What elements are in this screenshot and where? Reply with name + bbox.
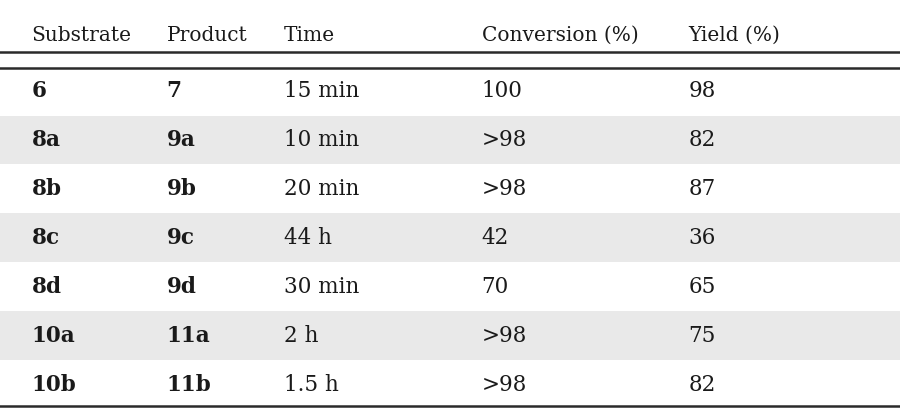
Text: 100: 100 xyxy=(482,80,522,102)
Text: 82: 82 xyxy=(688,129,716,151)
Text: 9a: 9a xyxy=(166,129,195,151)
Text: 10 min: 10 min xyxy=(284,129,359,151)
Text: 11b: 11b xyxy=(166,374,212,395)
Text: 9d: 9d xyxy=(166,276,196,298)
Bar xyxy=(0,311,900,360)
Text: 7: 7 xyxy=(166,80,182,102)
Bar xyxy=(0,213,900,263)
Text: 1.5 h: 1.5 h xyxy=(284,374,338,395)
Text: 9b: 9b xyxy=(166,178,196,200)
Text: Conversion (%): Conversion (%) xyxy=(482,26,638,45)
Text: 42: 42 xyxy=(482,227,508,249)
Text: 11a: 11a xyxy=(166,325,211,347)
Text: 82: 82 xyxy=(688,374,716,395)
Text: 65: 65 xyxy=(688,276,716,298)
Text: 75: 75 xyxy=(688,325,716,347)
Text: 36: 36 xyxy=(688,227,716,249)
Text: >98: >98 xyxy=(482,178,526,200)
Text: 2 h: 2 h xyxy=(284,325,318,347)
Text: >98: >98 xyxy=(482,129,526,151)
Text: 9c: 9c xyxy=(166,227,194,249)
Text: 8d: 8d xyxy=(32,276,61,298)
Text: 98: 98 xyxy=(688,80,716,102)
Text: 10b: 10b xyxy=(32,374,76,395)
Text: 6: 6 xyxy=(32,80,47,102)
Bar xyxy=(0,116,900,164)
Text: 30 min: 30 min xyxy=(284,276,359,298)
Text: Yield (%): Yield (%) xyxy=(688,26,780,45)
Text: 44 h: 44 h xyxy=(284,227,331,249)
Text: 8a: 8a xyxy=(32,129,60,151)
Text: 8c: 8c xyxy=(32,227,59,249)
Text: Time: Time xyxy=(284,26,335,45)
Text: 70: 70 xyxy=(482,276,508,298)
Text: 20 min: 20 min xyxy=(284,178,359,200)
Text: 87: 87 xyxy=(688,178,716,200)
Text: Product: Product xyxy=(166,26,248,45)
Text: 10a: 10a xyxy=(32,325,76,347)
Text: Substrate: Substrate xyxy=(32,26,131,45)
Text: >98: >98 xyxy=(482,325,526,347)
Text: 15 min: 15 min xyxy=(284,80,359,102)
Text: >98: >98 xyxy=(482,374,526,395)
Text: 8b: 8b xyxy=(32,178,61,200)
